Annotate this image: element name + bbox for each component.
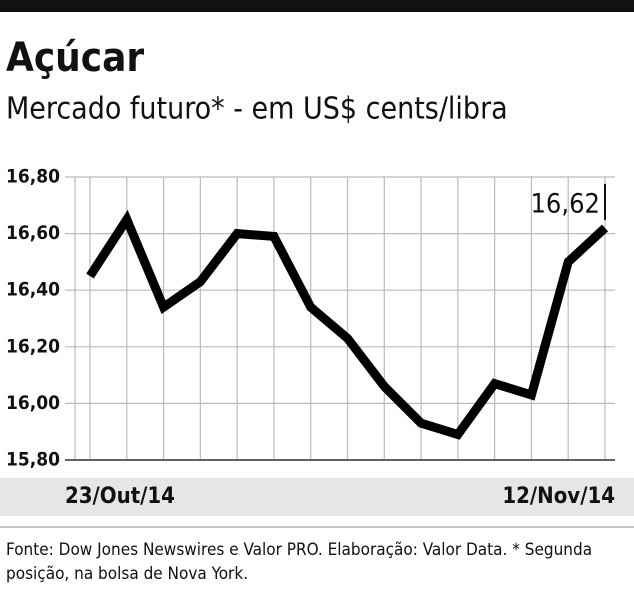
y-tick-label: 16,60 bbox=[6, 222, 60, 244]
y-tick-label: 16,20 bbox=[6, 335, 60, 357]
x-tick-label: 12/Nov/14 bbox=[502, 484, 615, 509]
top-bar bbox=[0, 0, 634, 12]
chart-title: Açúcar bbox=[6, 35, 144, 81]
y-tick-label: 16,40 bbox=[6, 279, 60, 301]
value-label: 16,62 bbox=[530, 188, 600, 219]
chart-subtitle: Mercado futuro* - em US$ cents/libra bbox=[6, 92, 508, 127]
line bbox=[86, 209, 609, 440]
source-note: Fonte: Dow Jones Newswires e Valor PRO. … bbox=[6, 540, 593, 584]
x-tick-label: 23/Out/14 bbox=[65, 484, 175, 509]
y-tick-label: 15,80 bbox=[6, 449, 60, 471]
y-tick-label: 16,80 bbox=[6, 166, 60, 188]
x-axis-band bbox=[0, 478, 634, 516]
y-tick-label: 16,00 bbox=[6, 392, 60, 414]
